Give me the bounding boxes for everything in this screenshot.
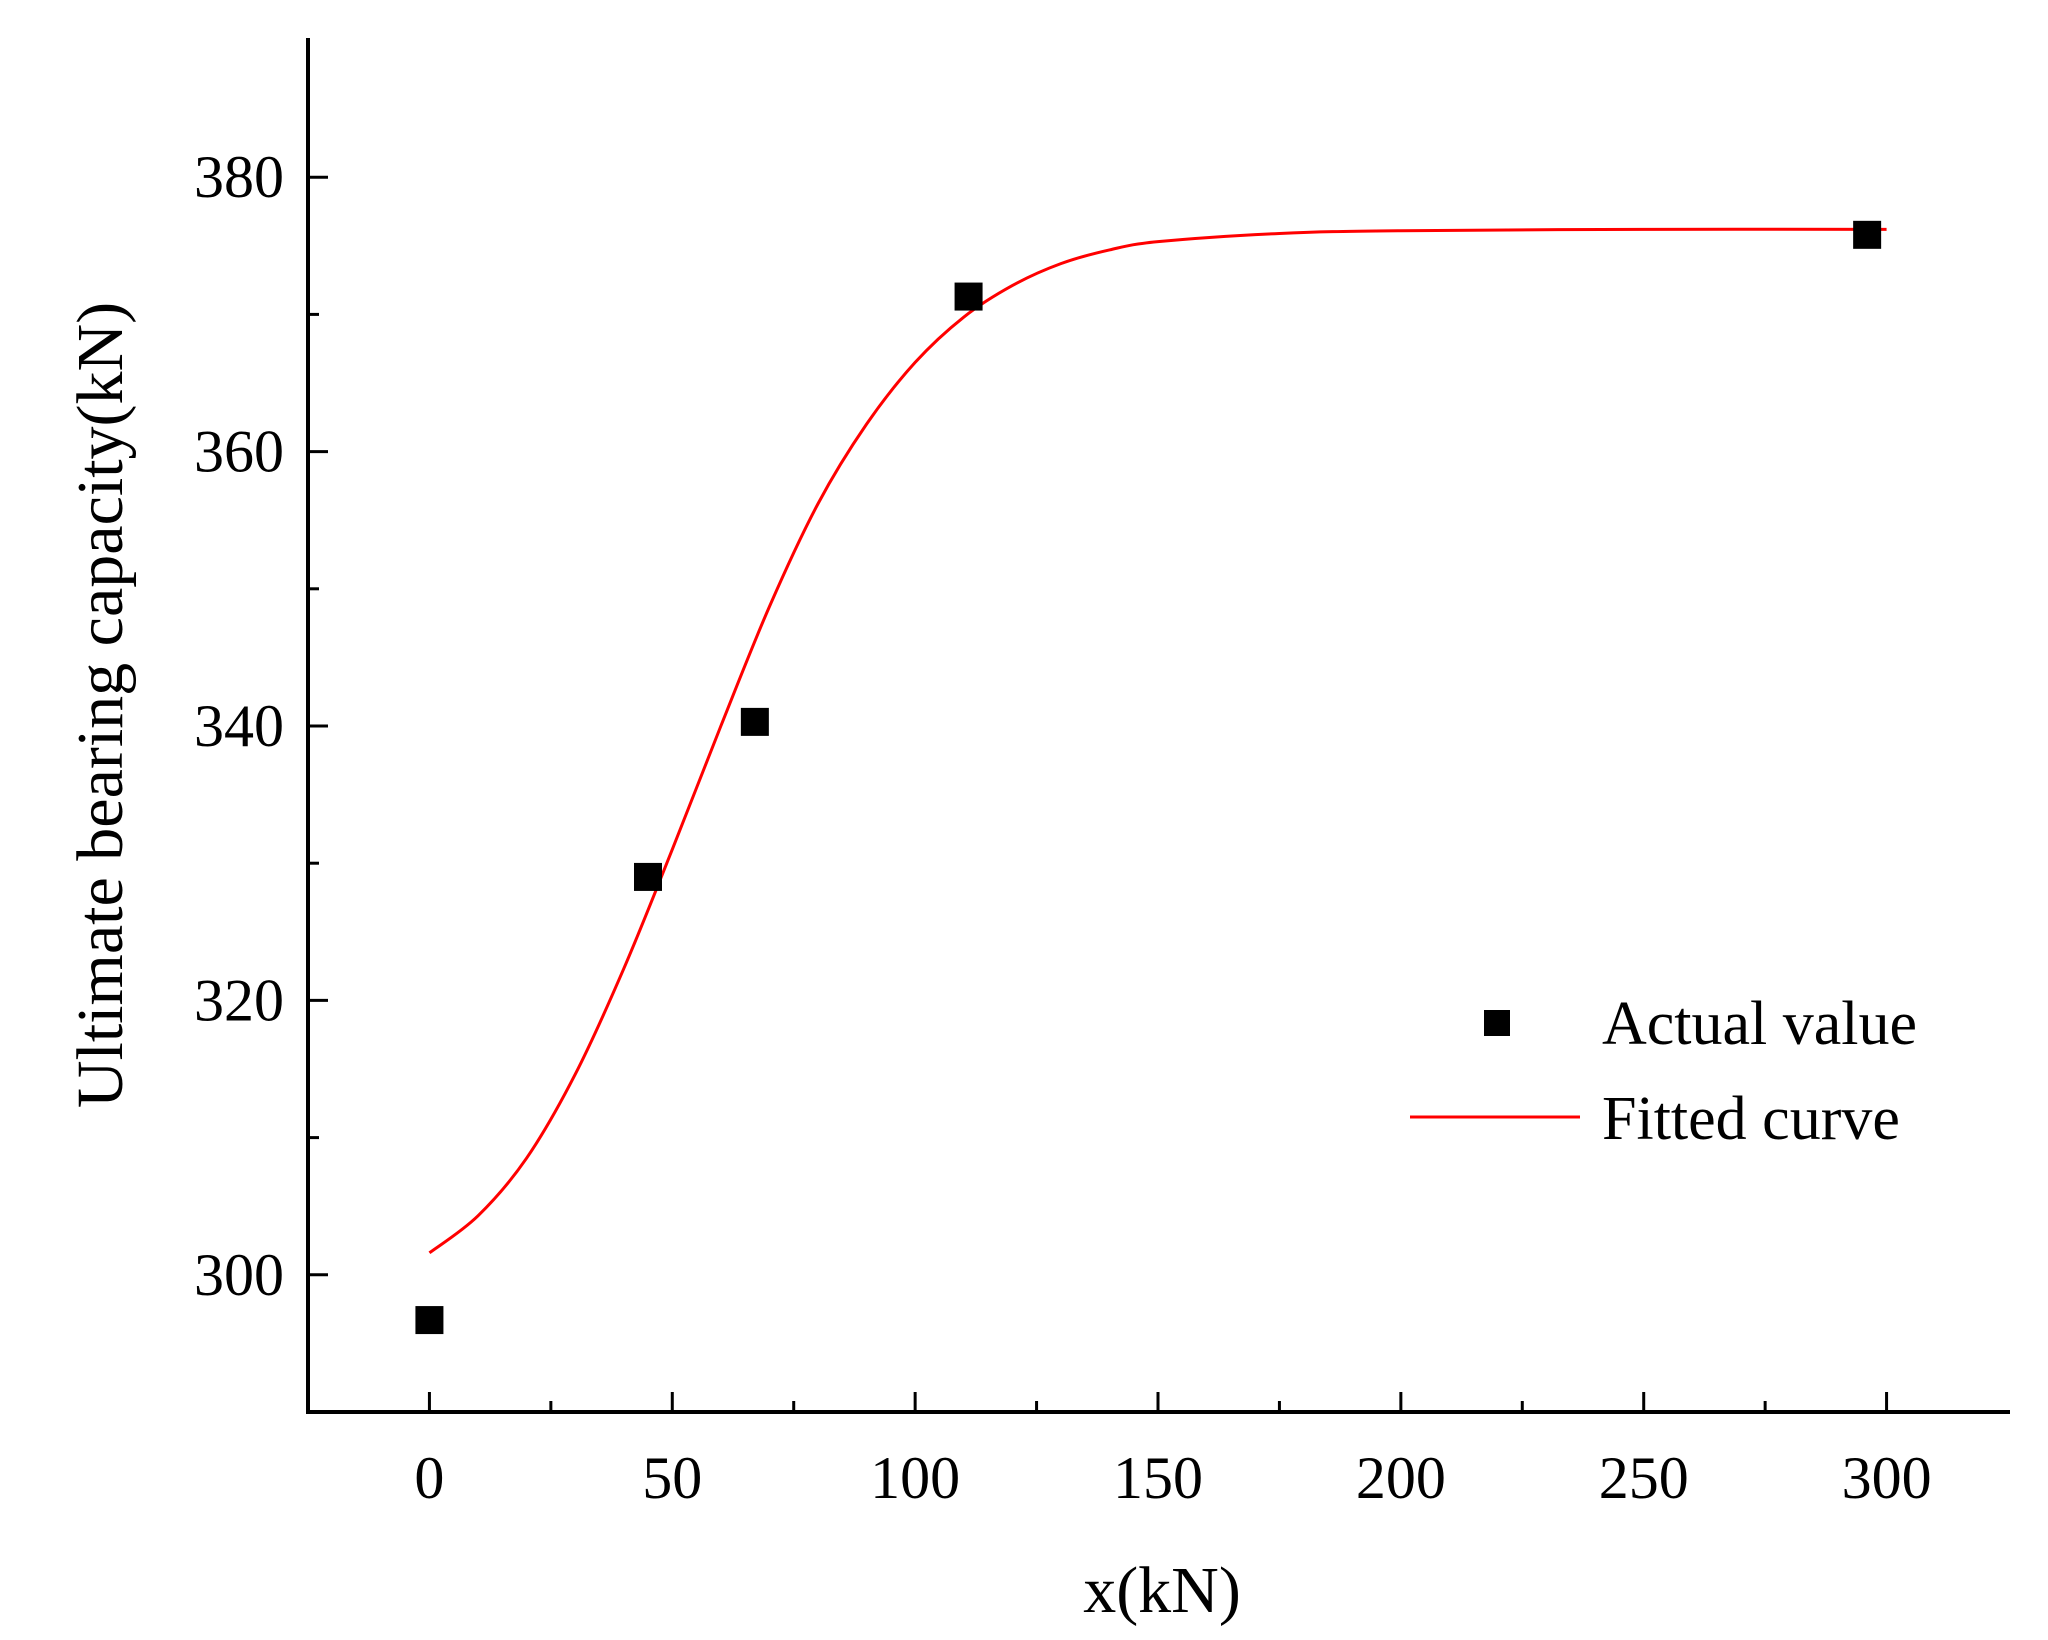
legend: Actual value Fitted curve [1410,990,1917,1153]
ticks: 0 50 100 150 200 250 300 300 320 340 360 380 [194,144,1932,1511]
y-tick-label: 380 [194,144,284,210]
legend-label-actual-value: Actual value [1602,990,1917,1058]
data-point-actual-value [740,707,769,736]
y-axis-title: Ultimate bearing capacity(kN) [64,302,137,1108]
x-tick-label: 150 [1113,1445,1203,1511]
legend-marker-actual-value [1484,1010,1510,1036]
data-point-actual-value [415,1306,444,1335]
y-tick-label: 360 [194,419,284,485]
data-point-actual-value [634,862,662,891]
fitted-curve-layer [428,227,1887,1255]
x-tick-label: 100 [870,1445,960,1511]
data-point-actual-value [954,282,983,311]
legend-label-fitted-curve: Fitted curve [1602,1085,1900,1153]
x-tick-label: 0 [414,1445,444,1511]
x-tick-label: 200 [1356,1445,1446,1511]
y-tick-label: 340 [194,693,284,759]
y-tick-label: 320 [194,967,284,1033]
y-tick-label: 300 [194,1242,284,1308]
x-axis-title: x(kN) [1083,1554,1241,1627]
x-tick-label: 250 [1599,1445,1689,1511]
data-point-actual-value [1853,220,1882,249]
fitted-curve-line [428,227,1887,1255]
axes [306,38,2010,1414]
x-tick-label: 300 [1842,1445,1932,1511]
x-tick-label: 50 [642,1445,702,1511]
data-points-layer [415,220,1882,1335]
